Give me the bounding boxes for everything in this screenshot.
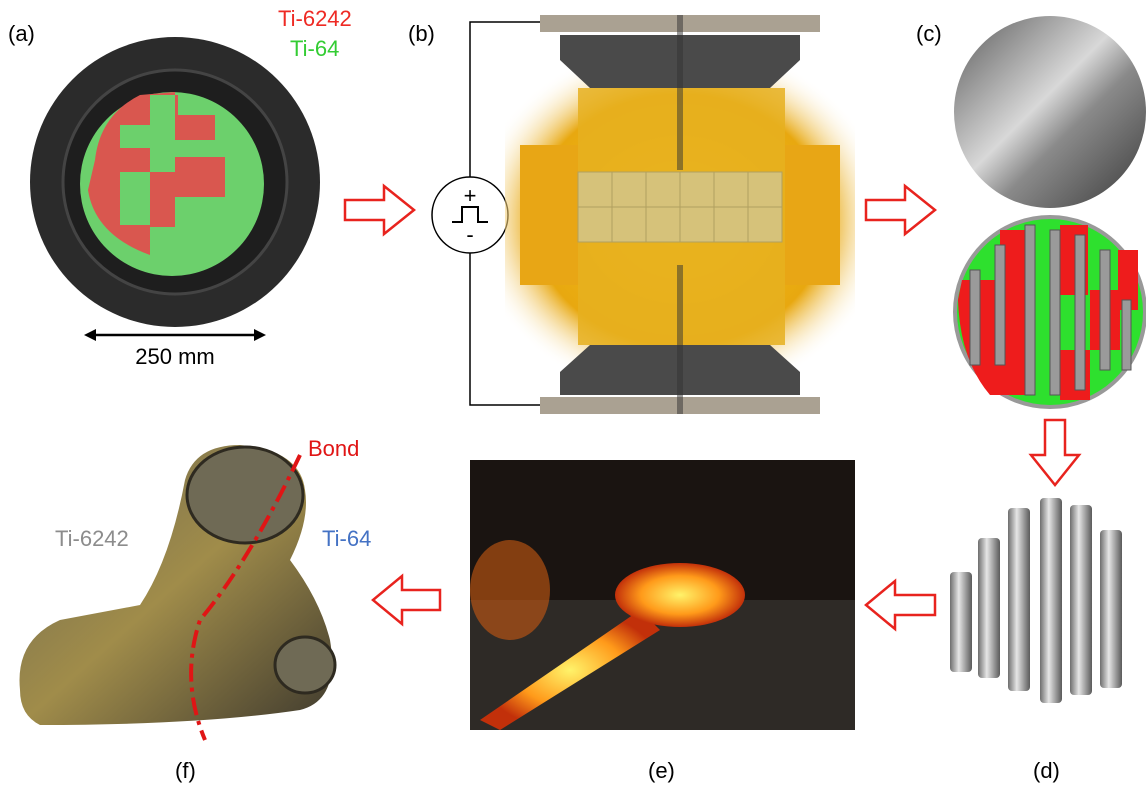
machined-disk [954,16,1146,208]
minus-sign: - [466,222,473,247]
alloy-label: Ti-64 [322,526,371,551]
rod-layout [953,215,1146,409]
scale-bar [84,329,266,341]
billet-photo [30,37,320,327]
rods [950,498,1122,703]
arrow [864,578,937,632]
legend-entry: Ti-6242 [278,6,352,31]
panel-label: (f) [175,758,196,783]
plus-sign: + [464,183,477,208]
panel-label: (e) [648,758,675,783]
arrow [864,183,938,237]
bond-label: Bond [308,436,359,461]
arrow [1028,418,1082,488]
forged-part [19,445,337,741]
panel-label: (b) [408,21,435,46]
panel-label: (a) [8,21,35,46]
legend-entry: Ti-64 [290,36,339,61]
scale-label: 250 mm [135,344,214,369]
circuit [431,21,545,406]
forging-photo [470,460,855,730]
panel-label: (d) [1033,758,1060,783]
panel-label: (c) [916,21,942,46]
arrow [343,183,417,237]
arrow [371,573,442,627]
press [505,15,855,414]
alloy-label: Ti-6242 [55,526,129,551]
